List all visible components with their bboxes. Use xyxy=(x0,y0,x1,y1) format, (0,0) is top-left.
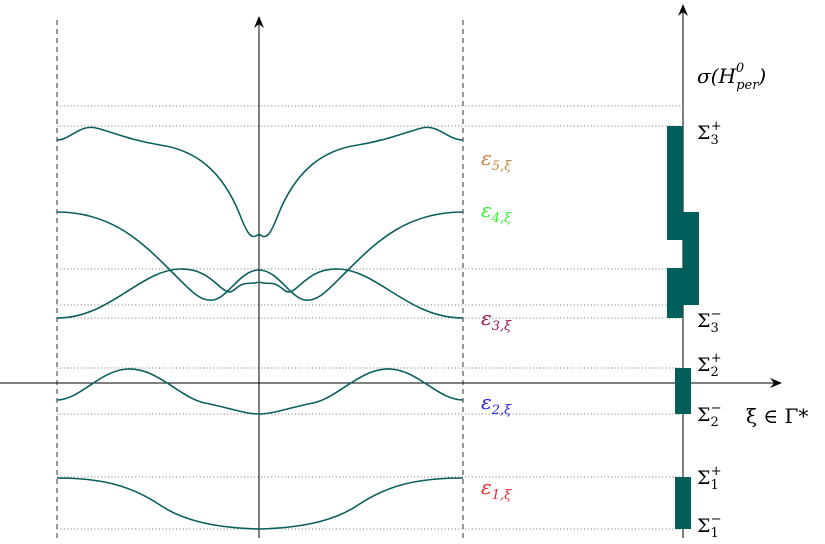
band-3-part-b xyxy=(667,268,683,318)
dispersion-curves xyxy=(56,126,464,530)
band-4-overlap xyxy=(683,212,699,305)
band-1 xyxy=(675,477,691,529)
band-curve-2 xyxy=(56,368,464,415)
sigma-3-plus-label: Σ3+ xyxy=(697,119,722,148)
eps1-label: ε1,ξ xyxy=(481,475,512,503)
sigma-2-minus-label: Σ2− xyxy=(697,401,722,430)
sigma-3-minus-label: Σ3− xyxy=(697,307,722,336)
band-2 xyxy=(675,368,691,414)
band-curve-5 xyxy=(56,126,464,238)
band-curve-3 xyxy=(56,268,464,319)
band-curve-4 xyxy=(56,211,464,301)
sigma-2-plus-label: Σ2+ xyxy=(697,351,722,380)
eps4-label: ε4,ξ xyxy=(481,198,512,226)
band-3-part-a xyxy=(667,126,683,240)
eps5-label: ε5,ξ xyxy=(481,146,512,174)
sigma-1-plus-label: Σ1+ xyxy=(697,464,722,493)
spectrum-axis-label: σ(H0 per) xyxy=(697,61,766,93)
spectrum-bands xyxy=(667,126,699,529)
dotted-reference-lines xyxy=(57,105,683,530)
eps2-label: ε2,ξ xyxy=(481,390,512,418)
eps3-label: ε3,ξ xyxy=(481,306,512,334)
band-curve-1 xyxy=(56,477,464,530)
sigma-1-minus-label: Σ1− xyxy=(697,512,722,541)
xi-axis-label: ξ ∈ Γ* xyxy=(746,404,808,428)
